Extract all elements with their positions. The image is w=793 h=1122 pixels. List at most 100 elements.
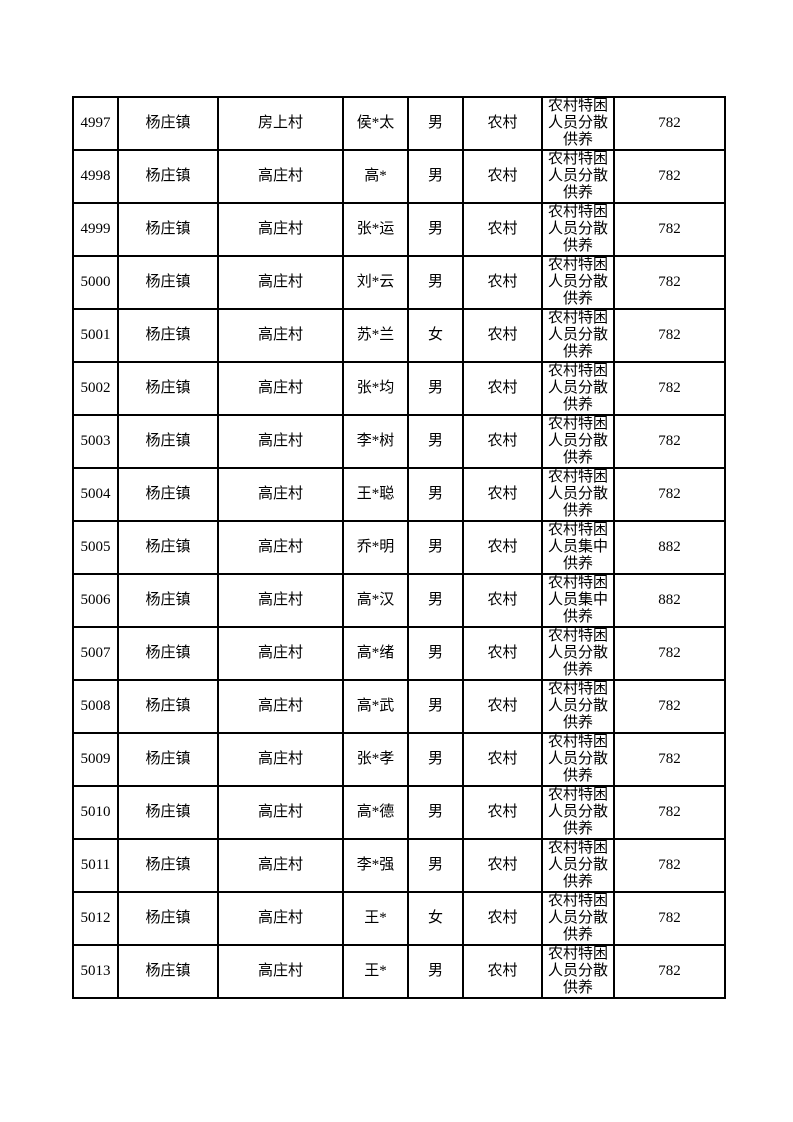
cell-village: 高庄村 [217,255,344,310]
cell-domicile: 农村 [462,149,543,204]
cell-name: 高*绪 [342,626,409,681]
cell-name: 高* [342,149,409,204]
cell-village: 高庄村 [217,785,344,840]
cell-village: 高庄村 [217,573,344,628]
cell-amount: 782 [613,414,726,469]
table-row: 5011 杨庄镇 高庄村 李*强男农村 农村特困人员分散供养 782 [72,838,726,893]
cell-village: 高庄村 [217,732,344,787]
cell-gender: 男 [407,838,464,893]
cell-gender: 男 [407,202,464,257]
cell-domicile: 农村 [462,520,543,575]
cell-amount: 782 [613,679,726,734]
table-row: 5004 杨庄镇 高庄村 王*聪男农村 农村特困人员分散供养 782 [72,467,726,522]
cell-name: 高*武 [342,679,409,734]
cell-amount: 782 [613,626,726,681]
table-row: 5000 杨庄镇 高庄村 刘*云男农村 农村特困人员分散供养 782 [72,255,726,310]
cell-name: 李*树 [342,414,409,469]
cell-town: 杨庄镇 [117,202,219,257]
cell-amount: 782 [613,891,726,946]
cell-gender: 男 [407,679,464,734]
cell-domicile: 农村 [462,308,543,363]
cell-village: 高庄村 [217,308,344,363]
cell-town: 杨庄镇 [117,467,219,522]
cell-domicile: 农村 [462,679,543,734]
cell-amount: 782 [613,149,726,204]
cell-town: 杨庄镇 [117,573,219,628]
cell-serial: 5008 [72,679,119,734]
cell-name: 张*孝 [342,732,409,787]
cell-serial: 5011 [72,838,119,893]
cell-name: 高*汉 [342,573,409,628]
cell-village: 高庄村 [217,202,344,257]
cell-serial: 5009 [72,732,119,787]
table-row: 5013 杨庄镇 高庄村 王* 男农村 农村特困人员分散供养 782 [72,944,726,999]
table-row: 5007 杨庄镇 高庄村 高*绪男农村 农村特困人员分散供养 782 [72,626,726,681]
cell-serial: 4997 [72,96,119,151]
cell-village: 高庄村 [217,361,344,416]
cell-category: 农村特困人员分散供养 [541,626,615,681]
cell-category: 农村特困人员分散供养 [541,308,615,363]
cell-domicile: 农村 [462,626,543,681]
cell-serial: 5007 [72,626,119,681]
cell-amount: 782 [613,944,726,999]
cell-gender: 男 [407,573,464,628]
cell-amount: 782 [613,202,726,257]
cell-amount: 782 [613,308,726,363]
cell-domicile: 农村 [462,96,543,151]
cell-town: 杨庄镇 [117,96,219,151]
cell-town: 杨庄镇 [117,626,219,681]
cell-name: 王* [342,944,409,999]
cell-category: 农村特困人员分散供养 [541,467,615,522]
cell-gender: 男 [407,944,464,999]
cell-gender: 男 [407,520,464,575]
cell-domicile: 农村 [462,414,543,469]
cell-category: 农村特困人员分散供养 [541,96,615,151]
cell-amount: 882 [613,573,726,628]
cell-name: 侯*太 [342,96,409,151]
cell-domicile: 农村 [462,202,543,257]
cell-village: 高庄村 [217,626,344,681]
cell-serial: 5002 [72,361,119,416]
cell-domicile: 农村 [462,891,543,946]
cell-town: 杨庄镇 [117,308,219,363]
cell-village: 高庄村 [217,467,344,522]
cell-town: 杨庄镇 [117,944,219,999]
cell-category: 农村特困人员分散供养 [541,361,615,416]
cell-gender: 男 [407,785,464,840]
cell-serial: 5000 [72,255,119,310]
cell-category: 农村特困人员集中供养 [541,573,615,628]
cell-name: 王* [342,891,409,946]
cell-category: 农村特困人员分散供养 [541,838,615,893]
cell-domicile: 农村 [462,944,543,999]
cell-village: 高庄村 [217,944,344,999]
cell-serial: 5012 [72,891,119,946]
cell-gender: 男 [407,414,464,469]
cell-category: 农村特困人员集中供养 [541,520,615,575]
table-row: 5005 杨庄镇 高庄村 乔*明男农村 农村特困人员集中供养 882 [72,520,726,575]
cell-town: 杨庄镇 [117,732,219,787]
cell-village: 房上村 [217,96,344,151]
cell-name: 乔*明 [342,520,409,575]
cell-gender: 男 [407,626,464,681]
cell-serial: 4999 [72,202,119,257]
cell-gender: 男 [407,732,464,787]
cell-category: 农村特困人员分散供养 [541,149,615,204]
cell-amount: 782 [613,732,726,787]
cell-town: 杨庄镇 [117,414,219,469]
cell-serial: 5005 [72,520,119,575]
cell-gender: 男 [407,149,464,204]
cell-category: 农村特困人员分散供养 [541,891,615,946]
table-row: 4998 杨庄镇 高庄村 高* 男农村 农村特困人员分散供养 782 [72,149,726,204]
cell-name: 李*强 [342,838,409,893]
table-row: 5009 杨庄镇 高庄村 张*孝男农村 农村特困人员分散供养 782 [72,732,726,787]
cell-name: 刘*云 [342,255,409,310]
cell-town: 杨庄镇 [117,149,219,204]
cell-village: 高庄村 [217,149,344,204]
cell-town: 杨庄镇 [117,679,219,734]
cell-domicile: 农村 [462,255,543,310]
cell-serial: 5010 [72,785,119,840]
cell-town: 杨庄镇 [117,838,219,893]
cell-name: 高*德 [342,785,409,840]
table-row: 5012 杨庄镇 高庄村 王* 女农村 农村特困人员分散供养 782 [72,891,726,946]
